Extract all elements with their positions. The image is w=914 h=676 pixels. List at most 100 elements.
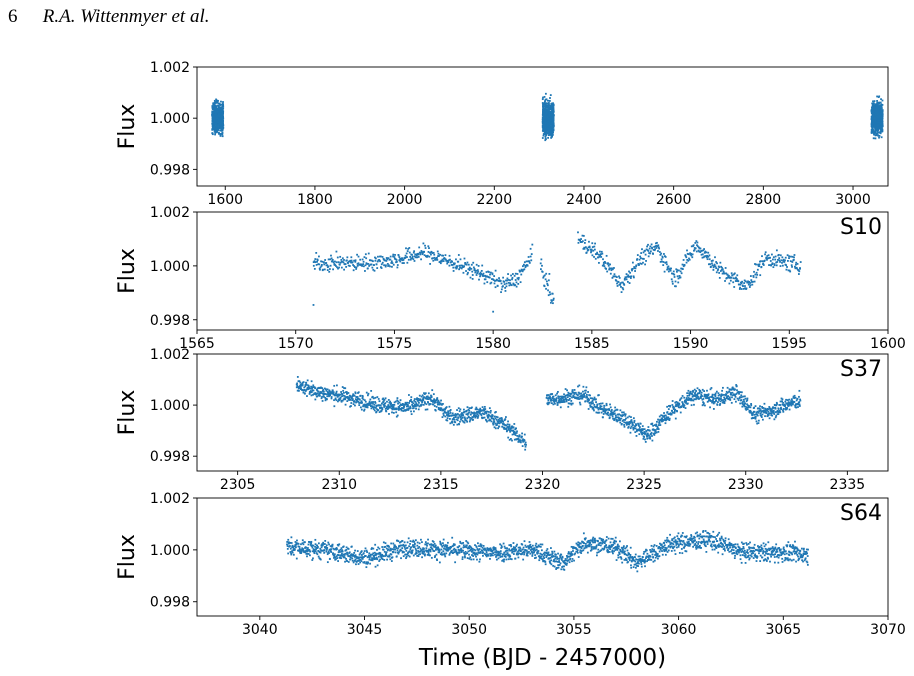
data-point <box>381 407 383 410</box>
data-point <box>550 106 553 109</box>
data-point <box>601 408 604 411</box>
data-point <box>547 399 550 402</box>
data-point <box>513 430 516 433</box>
data-point <box>736 389 738 392</box>
data-point <box>548 102 550 104</box>
data-point <box>699 389 702 392</box>
data-point <box>639 428 642 431</box>
data-point <box>439 260 442 263</box>
data-point <box>743 400 745 403</box>
data-point <box>614 409 617 412</box>
data-point <box>546 105 549 108</box>
data-point <box>411 401 414 404</box>
data-point <box>488 276 491 279</box>
data-point <box>384 402 387 405</box>
data-point <box>629 271 632 274</box>
data-point <box>613 419 616 422</box>
data-point <box>757 407 760 410</box>
data-point <box>503 419 506 421</box>
data-point <box>222 120 224 122</box>
data-point <box>541 113 544 116</box>
data-point <box>674 405 677 408</box>
data-point <box>341 260 344 263</box>
data-point <box>762 407 765 409</box>
data-point <box>549 104 552 107</box>
data-point <box>217 127 220 130</box>
data-point <box>552 299 555 301</box>
data-point <box>352 264 354 266</box>
data-point <box>721 272 724 275</box>
data-point <box>398 405 401 407</box>
data-point <box>489 282 492 285</box>
data-point <box>462 271 465 274</box>
data-point <box>591 400 594 403</box>
data-point <box>646 437 649 440</box>
data-point <box>871 124 874 127</box>
data-point <box>633 427 636 430</box>
data-point <box>497 280 500 282</box>
data-point <box>550 111 553 114</box>
data-point <box>448 254 451 257</box>
data-point <box>542 104 545 107</box>
data-point <box>369 404 372 406</box>
data-point <box>639 262 642 265</box>
data-point <box>761 405 763 408</box>
data-point <box>500 288 503 291</box>
data-point <box>638 426 641 428</box>
data-point <box>312 264 315 267</box>
data-point <box>691 393 694 396</box>
data-point <box>221 118 224 121</box>
data-point <box>873 125 876 128</box>
data-point <box>724 394 727 397</box>
data-point <box>302 391 305 394</box>
data-point <box>545 98 548 101</box>
data-point <box>445 406 448 408</box>
data-point <box>481 264 484 267</box>
data-point <box>398 401 401 404</box>
data-point <box>544 135 547 138</box>
data-point <box>707 399 710 402</box>
data-point <box>605 254 608 257</box>
data-point <box>796 267 798 270</box>
data-point <box>872 112 875 115</box>
data-point <box>515 281 518 284</box>
data-point <box>543 112 545 115</box>
data-point <box>550 103 553 105</box>
data-point <box>705 394 708 397</box>
data-point <box>695 390 698 392</box>
data-point <box>467 263 470 266</box>
data-point <box>506 279 508 282</box>
data-point <box>646 435 649 438</box>
data-point <box>691 395 694 398</box>
data-point <box>219 133 222 136</box>
data-point <box>712 266 715 269</box>
data-point <box>764 415 766 418</box>
data-point <box>393 256 396 258</box>
data-point <box>683 396 686 399</box>
data-point <box>427 396 430 399</box>
data-point <box>446 262 449 265</box>
data-point <box>574 391 577 394</box>
data-point <box>524 441 527 444</box>
data-point <box>311 387 313 390</box>
data-point <box>485 419 488 422</box>
data-point <box>437 406 440 409</box>
data-point <box>392 255 394 258</box>
data-point <box>422 397 425 400</box>
data-point <box>879 118 881 121</box>
data-point <box>671 404 674 406</box>
data-point <box>301 384 304 386</box>
data-point <box>605 268 607 270</box>
data-point <box>771 410 774 413</box>
data-point <box>506 426 509 428</box>
data-point <box>551 121 553 124</box>
data-point <box>711 264 714 267</box>
data-point <box>351 261 354 264</box>
data-point <box>743 395 746 398</box>
data-point <box>215 99 218 102</box>
data-point <box>216 120 218 123</box>
data-point <box>879 128 882 131</box>
data-point <box>761 407 764 409</box>
data-point <box>715 261 718 263</box>
data-point <box>220 113 222 116</box>
